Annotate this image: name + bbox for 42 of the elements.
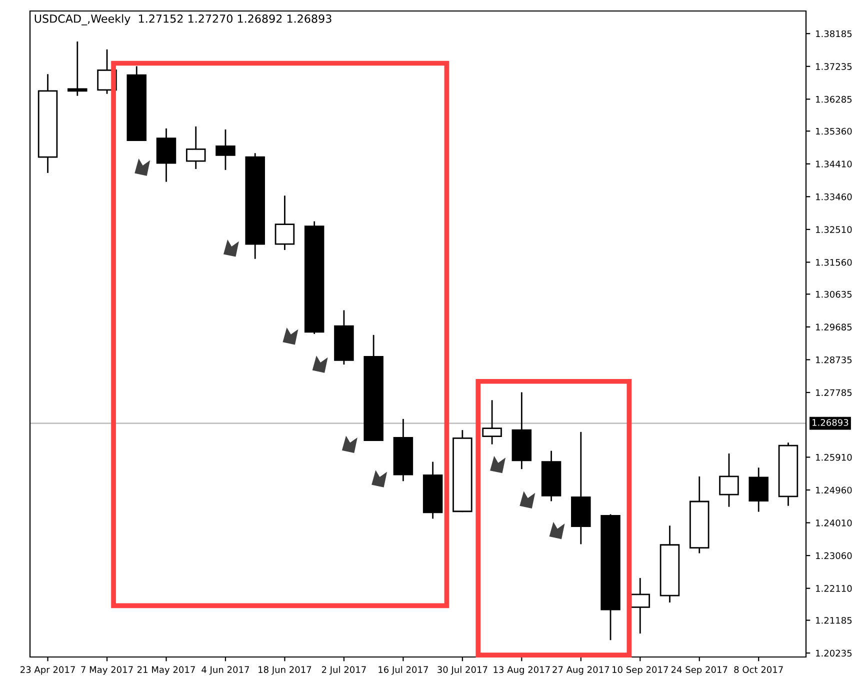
y-tick-label: 1.38185 (816, 30, 852, 38)
y-tick-label: 1.35360 (816, 128, 852, 135)
x-tick-label: 27 Aug 2017 (552, 666, 610, 675)
candlestick (186, 126, 206, 170)
x-tick-label: 24 Sep 2017 (671, 666, 728, 675)
chart-title: USDCAD_,Weekly 1.27152 1.27270 1.26892 1.26893 (34, 14, 332, 26)
y-tick-label: 1.29685 (816, 324, 852, 330)
y-tick-label: 1.27785 (816, 389, 852, 396)
y-tick-label: 1.31560 (816, 258, 852, 266)
ref-line-label: 1.26893 (812, 419, 848, 426)
y-tick-label: 1.34410 (816, 160, 852, 168)
candlestick (719, 452, 739, 508)
x-tick-label: 4 Jun 2017 (202, 666, 249, 675)
x-tick-label: 7 May 2017 (81, 666, 133, 675)
y-tick-label: 1.30635 (816, 290, 852, 298)
x-tick-label: 2 Jul 2017 (322, 666, 366, 675)
candlestick (482, 399, 502, 446)
x-tick-label: 30 Jul 2017 (438, 666, 488, 675)
candlestick (216, 128, 236, 171)
y-tick-label: 1.33460 (816, 193, 852, 200)
y-tick-label: 1.36285 (816, 96, 852, 103)
x-tick-label: 16 Jul 2017 (378, 666, 428, 675)
y-tick-label: 1.24010 (816, 519, 852, 526)
y-tick-label: 1.23060 (816, 552, 852, 560)
x-tick-label: 13 Aug 2017 (494, 666, 550, 675)
x-tick-label: 23 Apr 2017 (20, 666, 75, 675)
candlestick (630, 577, 650, 634)
x-tick-label: 10 Sep 2017 (612, 666, 668, 675)
candlestick (68, 40, 88, 97)
y-tick-label: 1.37235 (816, 63, 852, 70)
y-tick-label: 1.24960 (816, 486, 852, 494)
x-tick-label: 18 Jun 2017 (258, 666, 312, 675)
y-tick-label: 1.21185 (816, 616, 852, 624)
y-tick-label: 1.28735 (816, 356, 852, 364)
candlestick (748, 466, 768, 512)
y-tick-label: 1.22110 (816, 585, 852, 592)
y-tick-label: 1.20235 (816, 650, 852, 657)
candlestick (274, 194, 295, 251)
x-tick-label: 8 Oct 2017 (734, 666, 783, 674)
y-tick-label: 1.32510 (816, 226, 852, 233)
y-tick-label: 1.25910 (816, 454, 852, 461)
x-tick-label: 21 May 2017 (137, 666, 195, 675)
